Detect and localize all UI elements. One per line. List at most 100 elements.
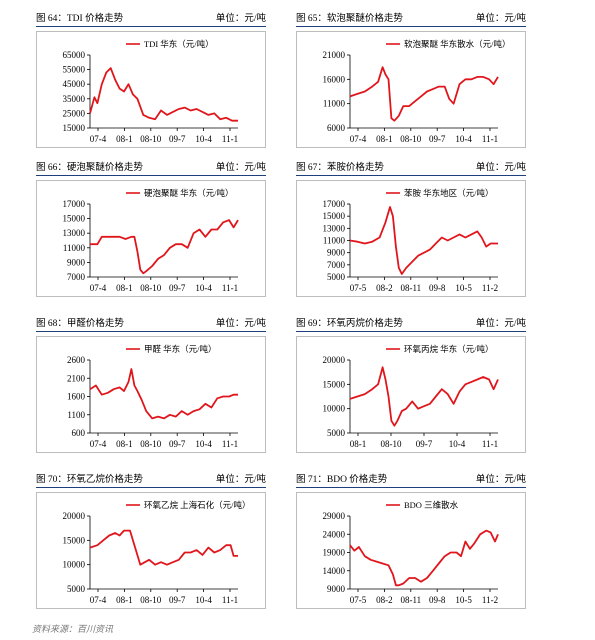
chart-frame bbox=[296, 31, 526, 148]
y-tick-label: 2600 bbox=[67, 355, 86, 365]
x-tick-label: 08-1 bbox=[116, 134, 132, 144]
y-tick-label: 29000 bbox=[323, 511, 346, 521]
y-tick-label: 7000 bbox=[327, 260, 346, 270]
x-tick-label: 08-1 bbox=[116, 439, 132, 449]
chart-header: 图 65：软泡聚醚价格走势 单位：元/吨 bbox=[296, 8, 526, 27]
y-tick-label: 13000 bbox=[63, 228, 86, 238]
y-tick-label: 9000 bbox=[327, 584, 346, 594]
chart-header: 图 71：BDO 价格走势 单位：元/吨 bbox=[296, 469, 526, 488]
x-tick-label: 08-1 bbox=[350, 439, 367, 449]
x-tick-label: 08-2 bbox=[376, 283, 393, 293]
chart-title: 图 71：BDO 价格走势 bbox=[296, 475, 388, 485]
y-tick-label: 6000 bbox=[327, 123, 346, 133]
y-tick-label: 19000 bbox=[323, 548, 346, 558]
chart-plot: BDO 三维散水 29000 24000 19000 14000 9000 07-5 08-2… bbox=[323, 500, 499, 605]
series-line bbox=[349, 66, 499, 122]
y-tick-label: 45000 bbox=[63, 79, 86, 89]
series-line bbox=[89, 529, 238, 566]
x-tick-label: 08-10 bbox=[140, 283, 161, 293]
chart-header: 图 66：硬泡聚醚价格走势 单位：元/吨 bbox=[36, 157, 266, 176]
y-tick-label: 24000 bbox=[323, 529, 346, 539]
legend-label: 甲醛 华东（元/吨） bbox=[144, 344, 217, 354]
chart-header: 图 64：TDI 价格走势 单位：元/吨 bbox=[36, 8, 266, 27]
x-tick-label: 09-7 bbox=[416, 439, 433, 449]
chart-title: 图 64：TDI 价格走势 bbox=[36, 14, 124, 24]
y-tick-label: 17000 bbox=[63, 199, 86, 209]
y-tick-label: 21000 bbox=[323, 50, 346, 60]
y-tick-label: 65000 bbox=[63, 50, 86, 60]
y-tick-label: 10000 bbox=[323, 404, 346, 414]
chart-panel: 图 69：环氧丙烷价格走势 单位：元/吨 环氧丙烷 华东（元/吨） 20000 1500… bbox=[296, 313, 526, 453]
x-tick-label: 08-11 bbox=[400, 595, 421, 605]
chart-frame bbox=[36, 31, 266, 148]
x-tick-label: 07-4 bbox=[90, 439, 107, 449]
chart-unit: 单位：元/吨 bbox=[475, 319, 526, 329]
x-tick-label: 08-1 bbox=[116, 595, 132, 605]
legend-label: 软泡聚醚 华东散水（元/吨） bbox=[404, 39, 511, 49]
chart-panel: 图 70：环氧乙烷价格走势 单位：元/吨 环氧乙烷 上海石化（元/吨） 20000 15… bbox=[36, 469, 266, 609]
y-tick-label: 16000 bbox=[323, 74, 346, 84]
y-tick-label: 11000 bbox=[323, 236, 346, 246]
x-tick-label: 07-4 bbox=[90, 595, 107, 605]
chart-title: 图 67：苯胺价格走势 bbox=[296, 163, 384, 173]
x-tick-label: 10-5 bbox=[455, 595, 472, 605]
y-tick-label: 15000 bbox=[63, 123, 86, 133]
chart-frame bbox=[296, 492, 526, 609]
chart-plot: 环氧乙烷 上海石化（元/吨） 20000 15000 10000 5000 07-4 08-… bbox=[63, 500, 251, 605]
x-tick-label: 11-1 bbox=[222, 439, 238, 449]
y-tick-label: 15000 bbox=[323, 211, 346, 221]
chart-title: 图 65：软泡聚醚价格走势 bbox=[296, 14, 403, 24]
series-line bbox=[89, 368, 238, 420]
x-tick-label: 09-8 bbox=[429, 595, 446, 605]
chart-unit: 单位：元/吨 bbox=[215, 319, 266, 329]
chart-unit: 单位：元/吨 bbox=[215, 475, 266, 485]
x-tick-label: 11-2 bbox=[482, 595, 498, 605]
y-tick-label: 15000 bbox=[63, 214, 86, 224]
y-tick-label: 20000 bbox=[63, 511, 86, 521]
y-tick-label: 20000 bbox=[323, 355, 346, 365]
chart-frame bbox=[36, 336, 266, 453]
series-line bbox=[349, 529, 499, 587]
x-tick-label: 07-4 bbox=[90, 134, 107, 144]
chart-title: 图 66：硬泡聚醚价格走势 bbox=[36, 163, 143, 173]
x-tick-label: 08-11 bbox=[400, 283, 421, 293]
x-tick-label: 07-4 bbox=[350, 134, 367, 144]
y-tick-label: 600 bbox=[72, 428, 86, 438]
y-tick-label: 9000 bbox=[67, 257, 86, 267]
y-tick-label: 5000 bbox=[327, 428, 346, 438]
chart-unit: 单位：元/吨 bbox=[475, 163, 526, 173]
chart-frame bbox=[36, 180, 266, 297]
x-tick-label: 08-1 bbox=[376, 134, 393, 144]
x-tick-label: 10-4 bbox=[449, 439, 466, 449]
chart-frame bbox=[36, 492, 266, 609]
chart-plot: 甲醛 华东（元/吨） 2600 2100 1600 1100 600 07-4 08-1 08-… bbox=[67, 344, 238, 449]
series-line bbox=[349, 366, 499, 427]
y-tick-label: 1100 bbox=[67, 410, 85, 420]
chart-frame bbox=[296, 336, 526, 453]
y-tick-label: 11000 bbox=[323, 99, 346, 109]
chart-title: 图 68：甲醛价格走势 bbox=[36, 319, 124, 329]
y-tick-label: 15000 bbox=[63, 535, 86, 545]
x-tick-label: 08-10 bbox=[140, 595, 161, 605]
chart-plot: TDI 华东（元/吨） 65000 55000 45000 35000 25000 1500… bbox=[63, 39, 239, 144]
y-tick-label: 13000 bbox=[323, 223, 346, 233]
chart-title: 图 69：环氧丙烷价格走势 bbox=[296, 319, 403, 329]
x-tick-label: 09-7 bbox=[429, 134, 446, 144]
x-tick-label: 07-5 bbox=[350, 283, 367, 293]
legend-label: 硬泡聚醚 华东（元/吨） bbox=[144, 188, 234, 198]
x-tick-label: 09-7 bbox=[169, 134, 186, 144]
chart-unit: 单位：元/吨 bbox=[475, 475, 526, 485]
x-tick-label: 11-1 bbox=[222, 283, 238, 293]
x-tick-label: 09-7 bbox=[169, 439, 186, 449]
x-tick-label: 10-4 bbox=[195, 595, 212, 605]
y-tick-label: 11000 bbox=[63, 243, 86, 253]
legend-label: 环氧丙烷 华东（元/吨） bbox=[404, 344, 494, 354]
y-tick-label: 9000 bbox=[327, 248, 346, 258]
x-tick-label: 08-10 bbox=[140, 134, 161, 144]
x-tick-label: 11-1 bbox=[222, 595, 238, 605]
y-tick-label: 35000 bbox=[63, 94, 86, 104]
chart-panel: 图 67：苯胺价格走势 单位：元/吨 苯胺 华东地区（元/吨） 17000 15000 1… bbox=[296, 157, 526, 297]
x-tick-label: 08-1 bbox=[116, 283, 132, 293]
x-tick-label: 07-5 bbox=[350, 595, 367, 605]
chart-panel: 图 65：软泡聚醚价格走势 单位：元/吨软泡聚醚 华东散水（元/吨） 21000 16… bbox=[296, 8, 526, 148]
